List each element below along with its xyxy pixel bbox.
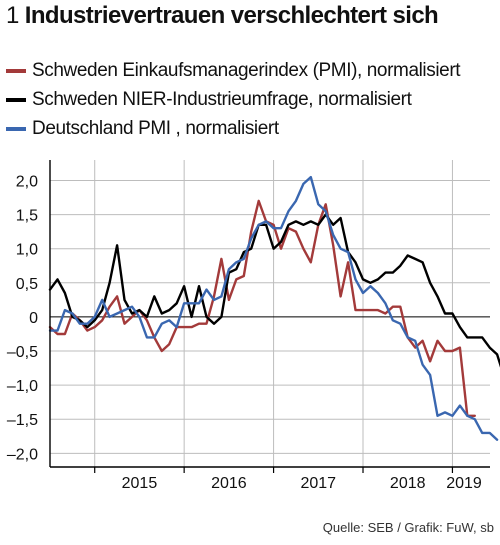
legend-item-germany-pmi: Deutschland PMI , normalisiert — [6, 114, 460, 143]
source-note: Quelle: SEB / Grafik: FuW, sb — [322, 520, 494, 535]
x-tick-label: 2018 — [390, 475, 426, 492]
series-line-sweden-nier — [48, 213, 500, 368]
chart-title: 1 Industrievertrauen verschlechtert sich — [6, 2, 439, 30]
x-tick-label: 2016 — [211, 475, 247, 492]
series-line-germany-pmi — [48, 175, 499, 441]
legend-item-sweden-pmi: Schweden Einkaufsmanagerindex (PMI), nor… — [6, 56, 461, 85]
tick-labels: 2,0 1,5 1,0 0,5 0 –0,5 –1,0 –1,5 –2,0 2015 2016 201… — [7, 173, 482, 492]
series-line-sweden-pmi — [48, 199, 476, 417]
legend-swatch-germany-pmi — [6, 126, 26, 131]
y-tick-label: 1,0 — [16, 242, 38, 259]
axes — [49, 160, 490, 473]
legend-label-sweden-pmi: Schweden Einkaufsmanagerindex (PMI), nor… — [32, 59, 461, 81]
x-tick-label: 2017 — [300, 475, 336, 492]
legend-label-germany-pmi: Deutschland PMI , normalisiert — [32, 117, 279, 139]
legend-swatch-sweden-pmi — [6, 68, 26, 73]
y-tick-label: –1,0 — [7, 378, 38, 395]
y-tick-label: 0 — [29, 310, 38, 327]
figure-number: 1 — [6, 2, 19, 29]
y-tick-label: 1,5 — [16, 208, 38, 225]
y-tick-label: 0,5 — [16, 276, 38, 293]
line-chart: 2,0 1,5 1,0 0,5 0 –0,5 –1,0 –1,5 –2,0 2015 2016 201… — [7, 160, 500, 492]
series-layer — [48, 175, 500, 441]
y-tick-label: 2,0 — [16, 173, 38, 190]
x-tick-label: 2015 — [122, 475, 158, 492]
y-tick-label: –2,0 — [7, 446, 38, 463]
legend-label-sweden-nier: Schweden NIER-Industrieumfrage, normalis… — [32, 88, 412, 110]
figure-title: Industrievertrauen verschlechtert sich — [24, 2, 439, 29]
legend-item-sweden-nier: Schweden NIER-Industrieumfrage, normalis… — [6, 85, 460, 114]
y-tick-label: –0,5 — [7, 344, 38, 361]
y-tick-label: –1,5 — [7, 412, 38, 429]
legend-swatch-sweden-nier — [6, 97, 26, 102]
legend: Schweden Einkaufsmanagerindex (PMI), nor… — [6, 56, 461, 143]
x-tick-label: 2019 — [446, 475, 482, 492]
